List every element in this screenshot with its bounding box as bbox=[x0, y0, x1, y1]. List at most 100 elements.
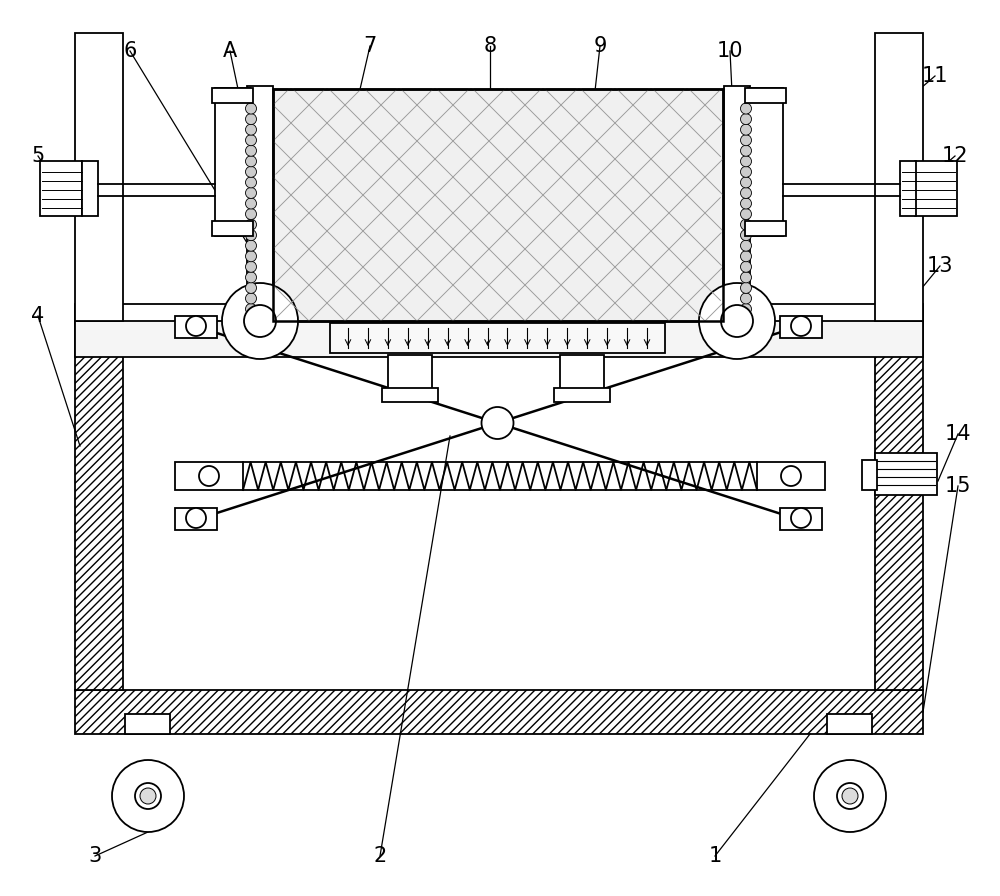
Bar bbox=[900, 161, 916, 216]
Bar bbox=[745, 88, 786, 103]
Circle shape bbox=[740, 209, 752, 220]
Circle shape bbox=[740, 114, 752, 125]
Circle shape bbox=[246, 209, 256, 220]
Circle shape bbox=[246, 167, 256, 177]
Bar bbox=[780, 508, 822, 530]
Text: 12: 12 bbox=[942, 146, 968, 166]
Text: 1: 1 bbox=[708, 846, 722, 866]
Circle shape bbox=[791, 508, 811, 528]
Circle shape bbox=[740, 177, 752, 188]
Bar bbox=[724, 86, 750, 321]
Circle shape bbox=[740, 167, 752, 177]
Bar bbox=[827, 714, 872, 734]
Text: 6: 6 bbox=[123, 41, 137, 61]
Circle shape bbox=[721, 305, 753, 337]
Bar bbox=[875, 33, 923, 321]
Bar bbox=[75, 690, 923, 734]
Circle shape bbox=[135, 783, 161, 809]
Circle shape bbox=[246, 240, 256, 251]
Circle shape bbox=[842, 788, 858, 804]
Circle shape bbox=[246, 229, 256, 241]
Circle shape bbox=[740, 103, 752, 114]
Text: 9: 9 bbox=[593, 36, 607, 56]
Bar bbox=[273, 89, 723, 321]
Circle shape bbox=[740, 304, 752, 314]
Bar bbox=[560, 355, 604, 390]
Text: 14: 14 bbox=[945, 424, 971, 444]
Circle shape bbox=[246, 145, 256, 156]
Text: 4: 4 bbox=[31, 306, 45, 326]
Circle shape bbox=[837, 783, 863, 809]
Bar bbox=[82, 161, 98, 216]
Bar bbox=[247, 86, 273, 321]
Circle shape bbox=[199, 466, 219, 486]
Circle shape bbox=[140, 788, 156, 804]
Circle shape bbox=[246, 282, 256, 293]
Bar bbox=[382, 388, 438, 402]
Circle shape bbox=[246, 304, 256, 314]
Bar bbox=[862, 460, 877, 490]
Bar bbox=[212, 221, 253, 236]
Circle shape bbox=[740, 187, 752, 198]
Circle shape bbox=[781, 466, 801, 486]
Bar bbox=[215, 88, 250, 236]
Bar bbox=[75, 33, 123, 321]
Bar bbox=[554, 388, 610, 402]
Bar bbox=[125, 714, 170, 734]
Circle shape bbox=[740, 145, 752, 156]
Circle shape bbox=[246, 220, 256, 230]
Bar bbox=[757, 462, 825, 490]
Circle shape bbox=[186, 316, 206, 336]
Circle shape bbox=[246, 293, 256, 304]
Bar bbox=[75, 322, 123, 690]
Circle shape bbox=[740, 282, 752, 293]
Bar bbox=[273, 89, 723, 321]
Circle shape bbox=[246, 198, 256, 209]
Bar bbox=[745, 221, 786, 236]
Circle shape bbox=[482, 407, 514, 439]
Circle shape bbox=[246, 177, 256, 188]
Circle shape bbox=[740, 125, 752, 135]
Circle shape bbox=[246, 262, 256, 272]
Circle shape bbox=[814, 760, 886, 832]
Circle shape bbox=[246, 125, 256, 135]
Circle shape bbox=[246, 187, 256, 198]
Bar bbox=[388, 355, 432, 390]
Text: 15: 15 bbox=[945, 476, 971, 496]
Text: 2: 2 bbox=[373, 846, 387, 866]
Circle shape bbox=[222, 283, 298, 359]
Circle shape bbox=[740, 251, 752, 262]
Text: 8: 8 bbox=[483, 36, 497, 56]
Text: 11: 11 bbox=[922, 66, 948, 86]
Circle shape bbox=[699, 283, 775, 359]
Text: 10: 10 bbox=[717, 41, 743, 61]
Bar bbox=[212, 88, 253, 103]
Circle shape bbox=[246, 271, 256, 283]
Circle shape bbox=[246, 134, 256, 146]
Circle shape bbox=[740, 220, 752, 230]
Circle shape bbox=[244, 305, 276, 337]
Text: 3: 3 bbox=[88, 846, 102, 866]
Bar bbox=[330, 323, 665, 353]
Bar bbox=[780, 316, 822, 338]
Bar bbox=[175, 316, 217, 338]
Circle shape bbox=[246, 251, 256, 262]
Text: A: A bbox=[223, 41, 237, 61]
Circle shape bbox=[740, 262, 752, 272]
Bar bbox=[915, 161, 957, 216]
Circle shape bbox=[740, 293, 752, 304]
Circle shape bbox=[112, 760, 184, 832]
Bar bbox=[75, 304, 923, 326]
Circle shape bbox=[740, 229, 752, 241]
Circle shape bbox=[186, 508, 206, 528]
Bar bbox=[748, 88, 783, 236]
Circle shape bbox=[246, 156, 256, 167]
Circle shape bbox=[246, 114, 256, 125]
Bar bbox=[175, 462, 243, 490]
Bar bbox=[875, 322, 923, 690]
Bar bbox=[40, 161, 82, 216]
Bar bbox=[875, 453, 937, 495]
Circle shape bbox=[740, 134, 752, 146]
Bar bbox=[75, 321, 923, 357]
Bar bbox=[175, 508, 217, 530]
